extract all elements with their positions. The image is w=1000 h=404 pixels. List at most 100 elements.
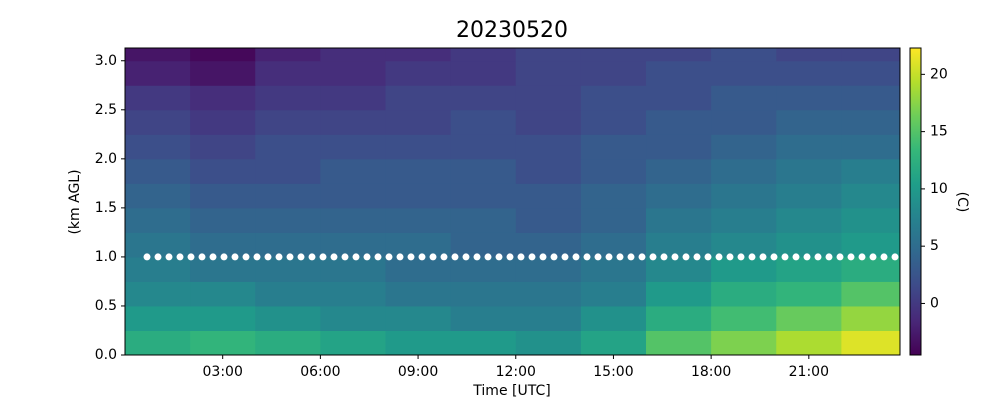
heat-cell	[385, 281, 452, 307]
heat-cell	[450, 60, 517, 86]
heat-cell	[255, 330, 321, 356]
heat-cell	[580, 183, 647, 209]
x-tick-label: 18:00	[691, 364, 731, 380]
heat-cell	[450, 48, 517, 62]
heat-cell	[125, 158, 191, 184]
heat-cell	[255, 281, 321, 307]
profile-marker	[176, 253, 184, 261]
heat-cell	[711, 60, 777, 86]
heat-cell	[776, 60, 842, 86]
heat-cell	[841, 330, 901, 356]
heat-cell	[125, 305, 191, 331]
heat-cell	[776, 109, 842, 135]
profile-marker	[847, 253, 855, 261]
heat-cell	[776, 134, 842, 160]
profile-marker	[462, 253, 470, 261]
heat-cell	[190, 305, 256, 331]
heat-cell	[255, 183, 321, 209]
heat-cell	[385, 183, 452, 209]
heat-cell	[125, 60, 191, 86]
colorbar-tick-label: 20	[930, 66, 948, 82]
heat-cell	[646, 48, 712, 62]
heat-cell	[320, 330, 387, 356]
profile-marker	[550, 253, 558, 261]
heat-cell	[320, 256, 387, 282]
profile-marker	[396, 253, 404, 261]
heat-cell	[515, 330, 582, 356]
heat-cell	[385, 134, 452, 160]
profile-marker	[891, 253, 899, 261]
profile-marker	[759, 253, 767, 261]
heat-cell	[711, 330, 777, 356]
colorbar-label: (C)	[954, 192, 970, 213]
profile-marker	[858, 253, 866, 261]
profile-marker	[616, 253, 624, 261]
heat-cell	[515, 48, 582, 62]
profile-marker	[528, 253, 536, 261]
heat-cell	[320, 158, 387, 184]
heat-cell	[190, 48, 256, 62]
heat-cell	[580, 85, 647, 111]
heat-cell	[646, 85, 712, 111]
profile-marker	[825, 253, 833, 261]
profile-marker	[572, 253, 580, 261]
heat-cell	[646, 305, 712, 331]
profile-marker	[748, 253, 756, 261]
heat-cell	[385, 256, 452, 282]
heat-cell	[190, 232, 256, 258]
profile-marker	[638, 253, 646, 261]
heat-cell	[515, 134, 582, 160]
heat-cell	[190, 158, 256, 184]
heat-cell	[515, 85, 582, 111]
heat-cell	[190, 256, 256, 282]
heat-cell	[646, 158, 712, 184]
heat-cell	[125, 183, 191, 209]
heat-cell	[841, 85, 901, 111]
heat-cell	[255, 134, 321, 160]
heat-cell	[385, 232, 452, 258]
heat-cell	[450, 85, 517, 111]
profile-marker	[154, 253, 162, 261]
heat-cell	[776, 183, 842, 209]
x-tick-label: 03:00	[203, 364, 243, 380]
profile-marker	[440, 253, 448, 261]
heat-cell	[320, 85, 387, 111]
profile-marker	[726, 253, 734, 261]
heat-cell	[841, 305, 901, 331]
heat-cell	[646, 207, 712, 233]
heat-cell	[190, 60, 256, 86]
profile-marker	[385, 253, 393, 261]
x-tick-label: 21:00	[789, 364, 829, 380]
heat-cell	[841, 281, 901, 307]
heat-cell	[450, 183, 517, 209]
heat-cell	[125, 48, 191, 62]
colorbar	[909, 47, 922, 356]
x-tick-label: 15:00	[593, 364, 633, 380]
profile-marker	[253, 253, 261, 261]
y-tick-label: 0.5	[95, 298, 117, 314]
heat-cell	[776, 330, 842, 356]
heat-cell	[711, 109, 777, 135]
heat-cell	[125, 232, 191, 258]
y-tick-label: 2.0	[95, 151, 117, 167]
profile-marker	[451, 253, 459, 261]
heat-cell	[646, 60, 712, 86]
heat-cell	[580, 48, 647, 62]
x-tick-label: 06:00	[300, 364, 340, 380]
heat-cell	[190, 85, 256, 111]
profile-marker	[495, 253, 503, 261]
profile-marker	[242, 253, 250, 261]
heat-cell	[385, 207, 452, 233]
heat-cell	[711, 281, 777, 307]
heat-cell	[646, 281, 712, 307]
heat-cell	[711, 207, 777, 233]
heat-cell	[450, 207, 517, 233]
profile-marker	[407, 253, 415, 261]
profile-marker	[605, 253, 613, 261]
profile-marker	[187, 253, 195, 261]
heat-cell	[515, 60, 582, 86]
heat-cell	[190, 281, 256, 307]
profile-marker	[594, 253, 602, 261]
profile-marker	[220, 253, 228, 261]
